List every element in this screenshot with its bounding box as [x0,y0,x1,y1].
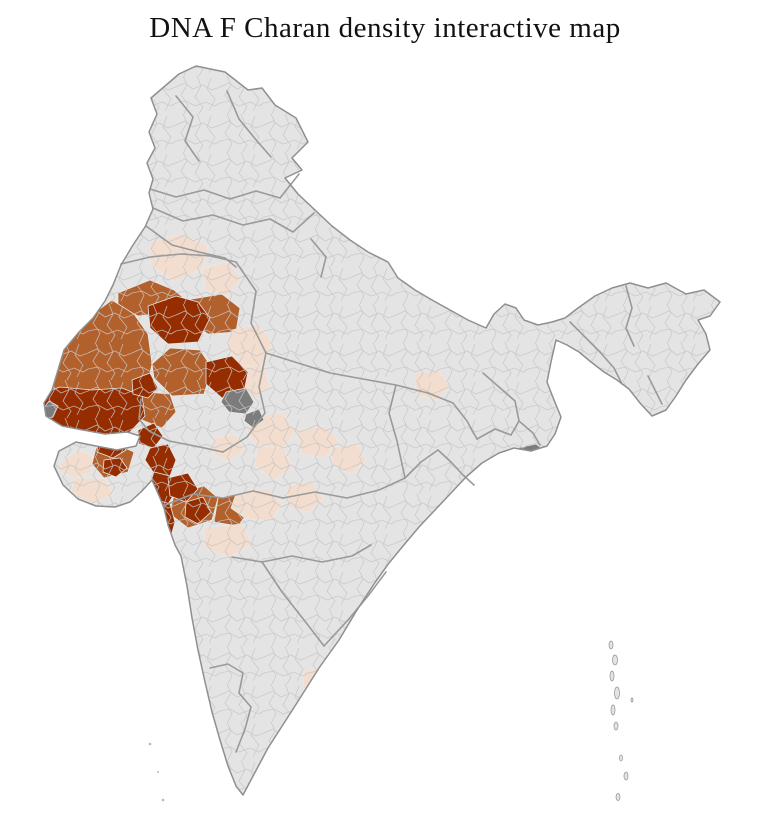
lakshadweep-islands[interactable] [148,742,165,802]
island-shape[interactable] [619,754,623,762]
state-border-line [310,238,327,278]
island-shape[interactable] [613,721,619,731]
state-border-line [261,561,325,647]
state-border-line [265,352,454,404]
state-border-line [138,398,224,453]
state-border-line [209,663,252,753]
page-title: DNA F Charan density interactive map [149,12,621,44]
state-border-line [437,449,475,486]
island-shape[interactable] [161,798,165,802]
state-borders [120,90,663,753]
island-shape[interactable] [157,771,159,773]
state-border-line [569,321,601,353]
state-border-line [162,490,284,507]
andaman-nicobar-islands[interactable] [608,640,634,801]
state-border-line [282,449,439,499]
state-border-line [222,261,267,453]
state-border-line [518,420,541,446]
state-border-line [625,285,635,347]
state-border-line [149,173,300,200]
island-shape[interactable] [612,654,618,666]
state-border-line [120,253,237,265]
island-shape[interactable] [610,704,616,716]
state-border-line [175,95,200,162]
island-shape[interactable] [615,793,621,801]
state-border-line [152,207,315,233]
state-border-line [599,351,623,385]
state-border-line [226,90,272,158]
state-border-line [231,544,372,563]
island-shape[interactable] [148,742,152,746]
island-shape[interactable] [609,670,615,682]
state-border-line [647,375,663,405]
state-border-line [452,402,478,440]
island-shape[interactable] [608,640,614,650]
island-shape[interactable] [630,697,634,703]
island-shape[interactable] [623,771,629,781]
island-shape[interactable] [614,686,620,700]
state-border-line [388,384,406,479]
